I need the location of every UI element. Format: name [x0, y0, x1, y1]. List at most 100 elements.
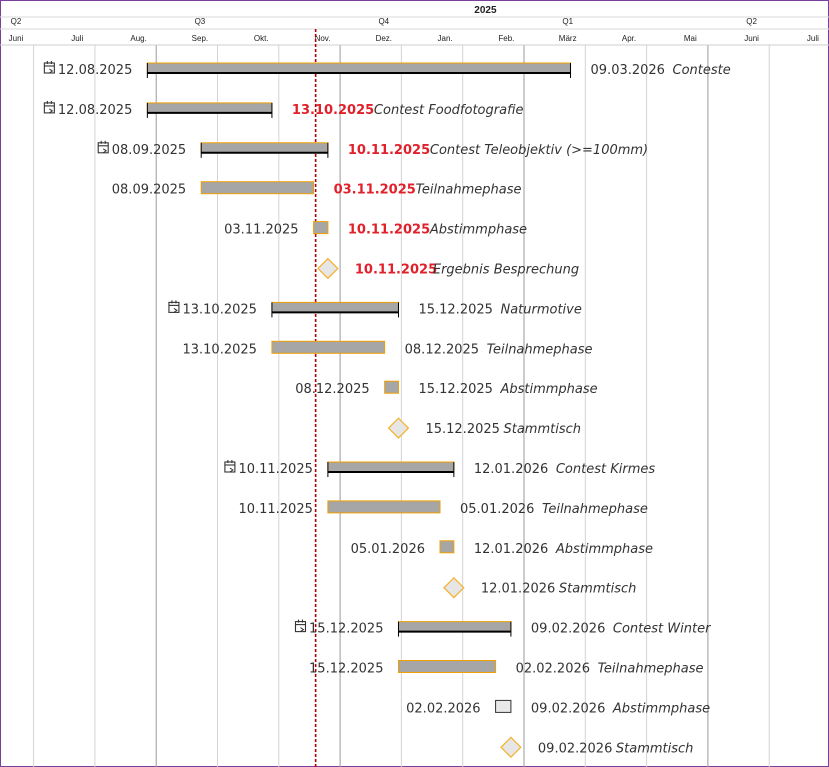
end-date-label: 10.11.2025 — [348, 223, 430, 238]
task-row[interactable]: 13.10.2025 15.12.2025 Naturmotive — [168, 300, 582, 318]
task-row[interactable]: 15.12.2025 09.02.2026 Contest Winter — [294, 619, 712, 637]
task-bar[interactable] — [271, 340, 386, 354]
recurring-calendar-icon — [97, 140, 109, 154]
milestone-diamond[interactable] — [500, 736, 522, 759]
start-date-label: 12.08.2025 — [58, 63, 132, 78]
task-row[interactable]: 12.08.2025 13.10.2025 Contest Foodfotograf… — [43, 100, 524, 118]
task-row[interactable]: 13.10.2025 08.12.2025 Teilnahmephase — [182, 340, 593, 357]
start-date-label: 05.01.2026 — [351, 542, 425, 557]
task-name: Teilnahmephase — [542, 502, 648, 517]
month-label: März — [559, 34, 577, 43]
summary-bar[interactable] — [146, 62, 572, 74]
task-row[interactable]: 03.11.2025 10.11.2025 Abstimmphase — [224, 221, 527, 238]
task-name: Abstimmphase — [555, 542, 653, 557]
end-date-label: 10.11.2025 — [348, 143, 430, 158]
summary-bar[interactable] — [271, 301, 399, 313]
task-bar[interactable] — [200, 181, 315, 195]
task-row[interactable]: 05.01.2026 12.01.2026 Abstimmphase — [351, 540, 653, 557]
quarter-label: Q1 — [562, 17, 573, 26]
recurring-calendar-icon — [294, 619, 307, 633]
task-name: Naturmotive — [500, 302, 581, 317]
recurring-calendar-icon — [43, 61, 55, 74]
end-date-label: 08.12.2025 — [405, 342, 479, 357]
task-name: Stammtisch — [559, 582, 637, 597]
task-bar[interactable] — [313, 221, 329, 235]
month-label: Nov. — [315, 34, 331, 43]
month-label: Sep. — [192, 34, 208, 43]
task-row[interactable]: 12.08.2025 09.03.2026 Conteste — [43, 61, 731, 78]
end-date-label: 15.12.2025 — [425, 422, 499, 437]
milestone-diamond[interactable] — [387, 417, 410, 439]
task-name: Contest Kirmes — [556, 462, 656, 477]
start-date-label: 02.02.2026 — [406, 701, 480, 716]
end-date-label: 12.01.2026 — [474, 462, 548, 477]
start-date-label: 03.11.2025 — [224, 223, 298, 238]
start-date-label: 10.11.2025 — [238, 462, 312, 477]
timeline-header: Juni Juli Aug. Sep. Okt. Nov. Dez. Jan. Feb. März… — [0, 5, 829, 46]
summary-bar[interactable] — [397, 621, 512, 633]
task-bar[interactable] — [439, 540, 455, 554]
task-name: Stammtisch — [616, 741, 694, 756]
task-row[interactable]: 08.12.2025 15.12.2025 Abstimmphase — [295, 380, 598, 397]
end-date-label: 10.11.2025 — [355, 263, 437, 278]
summary-bar[interactable] — [200, 142, 329, 154]
task-row[interactable]: 08.09.2025 10.11.2025 Contest Teleobjektiv… — [97, 140, 648, 158]
task-bar[interactable] — [327, 500, 441, 514]
quarter-label: Q2 — [11, 17, 22, 26]
task-row[interactable]: 10.11.2025 12.01.2026 Contest Kirmes — [224, 460, 656, 477]
start-date-label: 15.12.2025 — [309, 622, 383, 637]
month-label: Juni — [9, 34, 24, 43]
recurring-calendar-icon — [168, 300, 180, 313]
month-label: Mai — [684, 34, 697, 43]
month-label: Feb. — [498, 34, 514, 43]
quarter-label: Q3 — [195, 17, 206, 26]
task-bar[interactable] — [397, 660, 497, 673]
month-label: Okt. — [254, 34, 269, 43]
task-name: Teilnahmephase — [416, 183, 522, 198]
milestone-diamond[interactable] — [317, 257, 339, 280]
start-date-label: 08.12.2025 — [295, 382, 369, 397]
task-row[interactable]: 12.01.2026 Stammtisch — [443, 576, 637, 599]
task-name: Contest Foodfotografie — [374, 103, 524, 118]
end-date-label: 09.02.2026 — [538, 741, 612, 756]
task-name: Stammtisch — [503, 422, 581, 437]
month-label: Aug. — [130, 34, 146, 43]
month-label: Juli — [71, 34, 83, 43]
task-row[interactable]: 10.11.2025 05.01.2026 Teilnahmephase — [238, 500, 648, 517]
task-row[interactable]: 08.09.2025 03.11.2025 Teilnahmephase — [112, 181, 522, 198]
end-date-label: 09.02.2026 — [531, 701, 605, 716]
year-label: 2025 — [474, 5, 497, 16]
month-label: Dez. — [376, 34, 392, 43]
task-name: Conteste — [673, 63, 731, 78]
milestone-diamond[interactable] — [443, 576, 465, 599]
timeline-grid — [33, 45, 770, 767]
start-date-label: 13.10.2025 — [182, 302, 256, 317]
month-label: Juli — [807, 34, 819, 43]
end-date-label: 09.03.2026 — [591, 63, 665, 78]
task-row[interactable]: 15.12.2025 02.02.2026 Teilnahmephase — [309, 660, 703, 677]
summary-bar[interactable] — [327, 461, 455, 473]
end-date-label: 02.02.2026 — [516, 662, 590, 677]
start-date-label: 12.08.2025 — [58, 103, 132, 118]
recurring-calendar-icon — [43, 100, 55, 114]
start-date-label: 10.11.2025 — [238, 502, 312, 517]
end-date-label: 03.11.2025 — [334, 183, 416, 198]
recurring-calendar-icon — [224, 460, 236, 473]
month-label: Jan. — [438, 34, 453, 43]
task-bar[interactable] — [384, 380, 399, 394]
start-date-label: 08.09.2025 — [112, 143, 186, 158]
summary-bar[interactable] — [146, 102, 273, 114]
task-name: Abstimmphase — [612, 701, 710, 716]
start-date-label: 13.10.2025 — [182, 342, 256, 357]
task-row[interactable]: 09.02.2026 Stammtisch — [500, 736, 694, 759]
end-date-label: 12.01.2026 — [474, 542, 548, 557]
task-row[interactable]: 15.12.2025 Stammtisch — [387, 417, 581, 439]
task-bar[interactable] — [495, 699, 512, 713]
task-row[interactable]: 02.02.2026 09.02.2026 Abstimmphase — [406, 699, 710, 716]
quarter-label: Q2 — [746, 17, 757, 26]
task-name: Contest Teleobjektiv (>=100mm) — [430, 143, 648, 158]
task-name: Abstimmphase — [499, 382, 597, 397]
end-date-label: 09.02.2026 — [531, 622, 605, 637]
